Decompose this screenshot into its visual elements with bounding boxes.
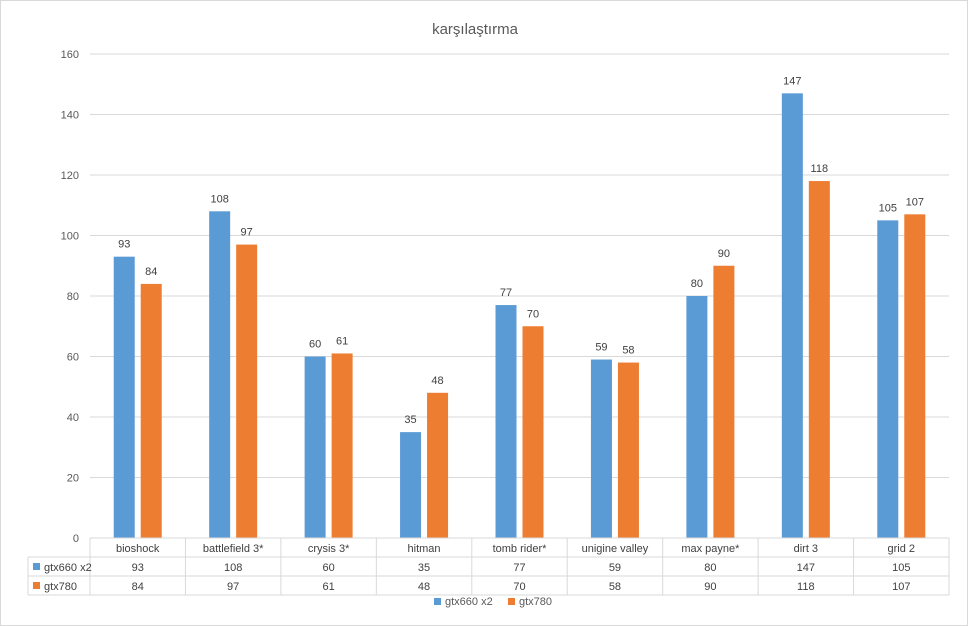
x-category-label: tomb rider* — [493, 543, 548, 555]
y-tick-label: 80 — [67, 291, 79, 303]
bar-series-2 — [236, 244, 258, 538]
data-label: 90 — [718, 248, 730, 260]
y-tick-label: 20 — [67, 473, 79, 485]
data-label: 35 — [404, 414, 416, 426]
data-label: 105 — [879, 202, 897, 214]
table-value-cell: 108 — [224, 562, 242, 574]
table-value-cell: 90 — [704, 581, 716, 593]
data-label: 97 — [241, 227, 253, 239]
x-category-label: max payne* — [681, 543, 740, 555]
table-value-cell: 84 — [132, 581, 144, 593]
bar-series-1 — [877, 220, 899, 538]
bar-series-1 — [686, 296, 708, 538]
bar-series-2 — [808, 181, 830, 539]
table-series-name: gtx780 — [44, 581, 77, 593]
x-category-label: bioshock — [116, 543, 160, 555]
bar-series-1 — [590, 359, 612, 538]
data-label: 147 — [783, 75, 801, 87]
bar-series-2 — [331, 353, 353, 538]
bar-series-1 — [781, 93, 803, 538]
data-label: 77 — [500, 287, 512, 299]
table-value-cell: 107 — [892, 581, 910, 593]
table-value-cell: 35 — [418, 562, 430, 574]
chart-title: karşılaştırma — [432, 21, 519, 38]
data-label: 93 — [118, 239, 130, 251]
legend-swatch — [508, 598, 515, 605]
bar-series-2 — [427, 392, 449, 538]
bar-series-2 — [713, 265, 735, 538]
data-label: 80 — [691, 278, 703, 290]
bar-series-1 — [495, 305, 517, 538]
data-table: bioshock battlefield 3* crysis 3* hitman tom… — [27, 537, 950, 596]
table-value-cell: 80 — [704, 562, 716, 574]
y-tick-label: 0 — [73, 533, 79, 545]
legend-swatch — [434, 598, 441, 605]
bar-series-1 — [113, 256, 135, 538]
y-tick-label: 100 — [61, 231, 79, 243]
bar-series-1 — [400, 432, 422, 538]
table-value-cell: 97 — [227, 581, 239, 593]
y-tick-label: 60 — [67, 352, 79, 364]
data-label: 58 — [622, 345, 634, 357]
table-value-cell: 59 — [609, 562, 621, 574]
y-tick-label: 40 — [67, 412, 79, 424]
table-value-cell: 93 — [132, 562, 144, 574]
data-label: 107 — [906, 196, 924, 208]
x-category-label: crysis 3* — [308, 543, 350, 555]
x-category-label: battlefield 3* — [203, 543, 264, 555]
data-label: 48 — [431, 375, 443, 387]
table-value-cell: 147 — [797, 562, 815, 574]
table-value-cell: 77 — [513, 562, 525, 574]
data-label: 118 — [811, 163, 829, 175]
legend-label: gtx660 x2 — [445, 596, 493, 608]
bars — [113, 93, 926, 539]
legend: gtx660 x2 gtx780 — [434, 596, 552, 608]
data-labels: 93 84 108 97 60 61 35 48 77 70 59 58 80 90 147 118 105 10… — [118, 75, 924, 426]
y-tick-label: 120 — [61, 170, 79, 182]
table-series-name: gtx660 x2 — [44, 562, 92, 574]
data-label: 59 — [595, 342, 607, 354]
table-value-cell: 48 — [418, 581, 430, 593]
data-label: 70 — [527, 308, 539, 320]
bar-series-2 — [617, 362, 639, 538]
x-category-label: grid 2 — [888, 543, 916, 555]
bar-series-2 — [522, 326, 544, 538]
y-tick-label: 160 — [61, 49, 79, 61]
bar-series-1 — [209, 211, 231, 539]
y-tick-label: 140 — [61, 110, 79, 122]
bar-series-2 — [140, 283, 162, 538]
table-value-cell: 70 — [513, 581, 525, 593]
bar-series-2 — [904, 214, 926, 538]
table-value-cell: 118 — [797, 581, 815, 593]
x-category-label: hitman — [408, 543, 441, 555]
data-label: 61 — [336, 335, 348, 347]
legend-label: gtx780 — [519, 596, 552, 608]
data-label: 108 — [210, 193, 228, 205]
table-value-cell: 58 — [609, 581, 621, 593]
x-category-label: unigine valley — [582, 543, 649, 555]
gridlines — [90, 53, 949, 539]
table-legend-key — [33, 582, 40, 589]
table-value-cell: 105 — [892, 562, 910, 574]
data-label: 60 — [309, 339, 321, 351]
x-category-label: dirt 3 — [794, 543, 818, 555]
data-label: 84 — [145, 266, 157, 278]
table-legend-key — [33, 563, 40, 570]
y-axis-ticks: 0 20 40 60 80 100 120 140 160 — [61, 49, 79, 545]
table-value-cell: 61 — [322, 581, 334, 593]
table-value-cell: 60 — [322, 562, 334, 574]
bar-series-1 — [304, 356, 326, 538]
